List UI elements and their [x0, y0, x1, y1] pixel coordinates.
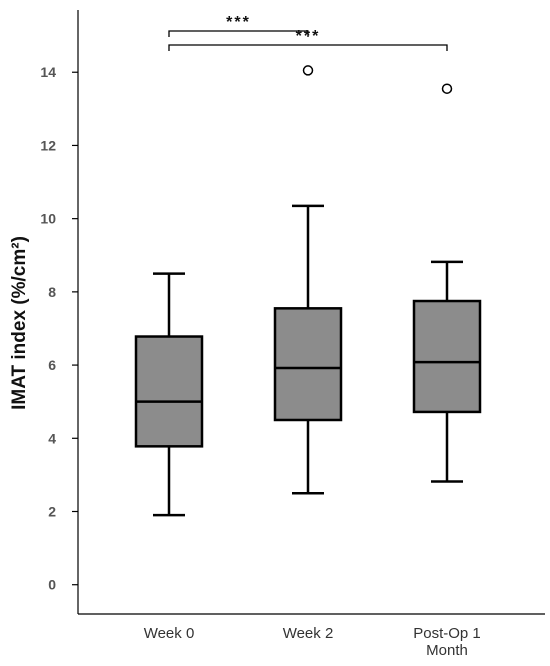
significance-label: *** — [226, 14, 251, 31]
box-iqr — [134, 335, 204, 448]
x-tick-label: Week 0 — [144, 625, 195, 642]
x-axis-labels: Week 0 Week 2 Post-Op 1 Month — [144, 625, 481, 659]
y-tick-label: 12 — [40, 137, 56, 153]
significance-label: *** — [296, 28, 321, 45]
y-tick-label: 0 — [48, 577, 56, 593]
x-tick-label: Post-Op 1 Month — [413, 625, 481, 659]
y-tick-label: 10 — [40, 211, 56, 227]
bracket-line — [168, 44, 448, 51]
x-tick-label-line: Week 2 — [283, 625, 334, 642]
bracket-line — [168, 30, 309, 37]
x-tick-label-line: Month — [426, 642, 468, 659]
x-tick-label-line: Post-Op 1 — [413, 625, 481, 642]
box-group — [412, 83, 482, 483]
y-axis-ticks: 0 2 4 6 8 10 12 14 — [40, 64, 78, 593]
y-axis-title: IMAT index (%/cm²) — [9, 236, 30, 410]
significance-brackets: *** *** — [168, 14, 448, 51]
box-iqr — [412, 299, 482, 414]
y-tick-label: 14 — [40, 64, 56, 80]
x-tick-label-line: Week 0 — [144, 625, 195, 642]
y-tick-label: 8 — [48, 284, 56, 300]
axes — [77, 10, 545, 615]
significance-bracket: *** — [168, 28, 448, 51]
outlier-point — [441, 83, 453, 94]
boxes — [134, 65, 482, 517]
box-group — [134, 272, 204, 517]
x-tick-label: Week 2 — [283, 625, 334, 642]
y-tick-label: 2 — [48, 504, 56, 520]
significance-bracket: *** — [168, 14, 309, 37]
y-tick-label: 6 — [48, 357, 56, 373]
box-group — [273, 65, 343, 495]
outlier-point — [302, 65, 314, 76]
y-tick-label: 4 — [48, 430, 56, 446]
box-iqr — [273, 307, 343, 422]
